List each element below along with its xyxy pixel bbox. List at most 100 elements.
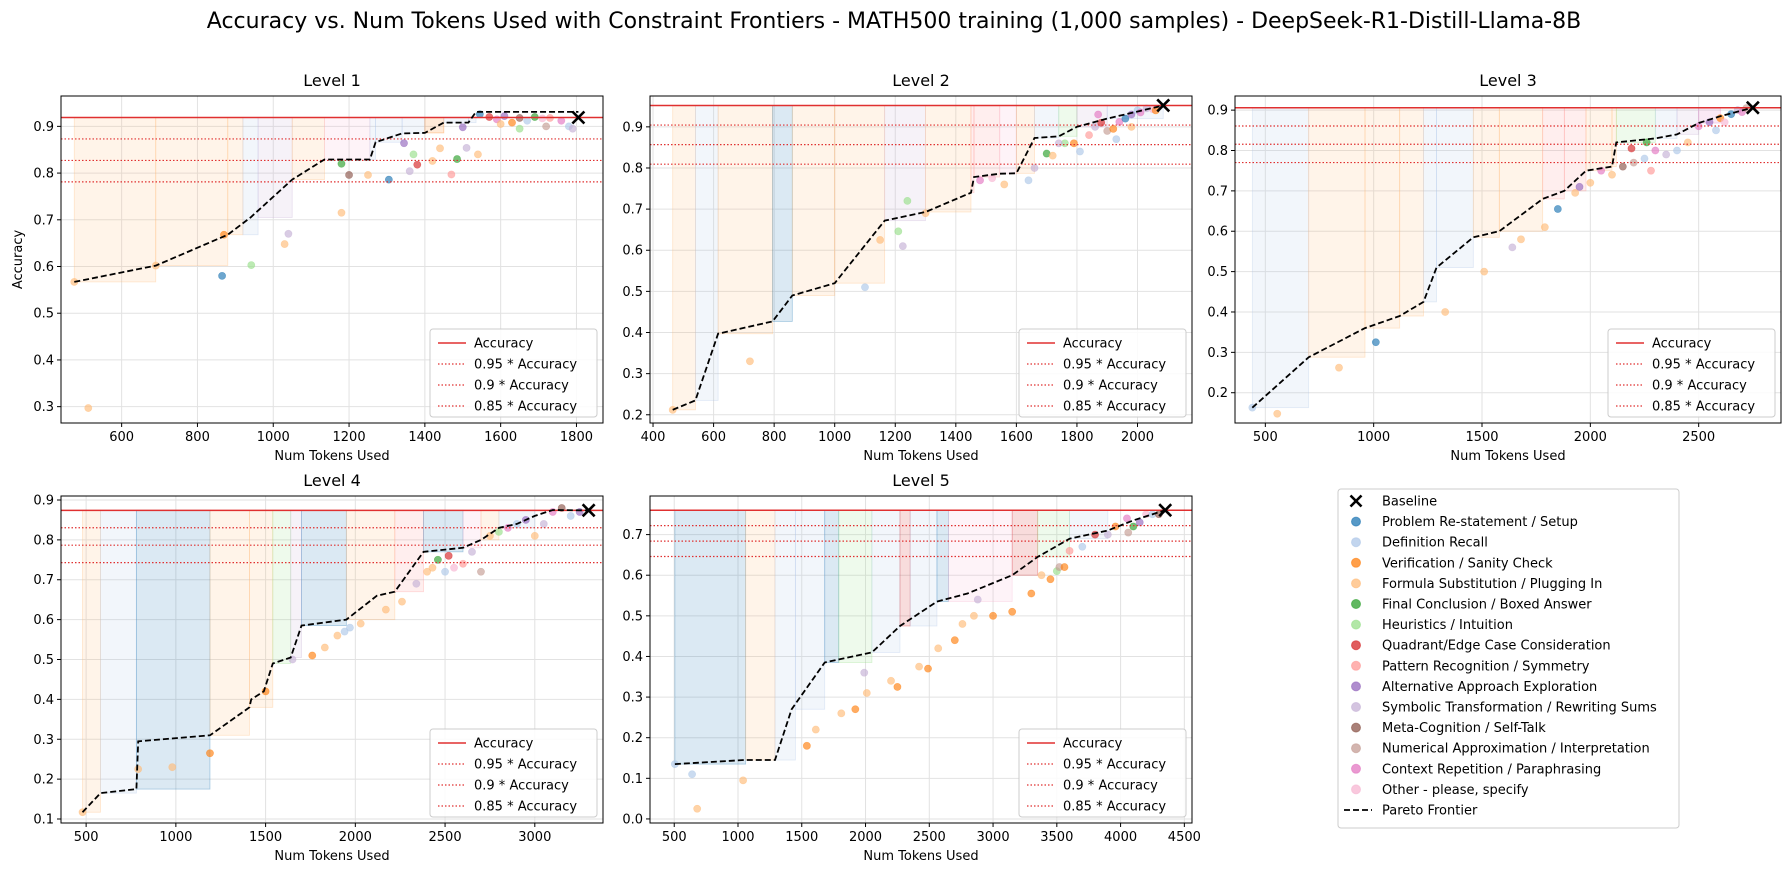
y-tick-label: 0.7 (622, 528, 643, 543)
baseline-marker (571, 110, 586, 125)
axes-frame (1234, 95, 1782, 424)
frontier-band (100, 509, 137, 794)
y-tick-label: 0.4 (622, 326, 643, 341)
x-tick-label: 1000 (159, 830, 192, 845)
data-point (320, 643, 329, 652)
legend-category-marker (1351, 640, 1361, 651)
accuracy-legend-label: 0.85 * Accuracy (1063, 400, 1166, 415)
frontier-band (909, 509, 938, 627)
data-point (1627, 144, 1636, 153)
legend-category-label: Definition Recall (1382, 536, 1488, 551)
data-point (958, 620, 967, 628)
data-point (1662, 150, 1671, 159)
frontier-band (1436, 107, 1474, 268)
legend-category-marker (1351, 722, 1361, 733)
plot-content (650, 503, 1192, 813)
x-tick-label: 1500 (249, 830, 282, 845)
data-point (861, 283, 869, 292)
data-point (441, 567, 449, 576)
data-point (898, 242, 907, 251)
frontier-band (462, 509, 482, 549)
data-point (1078, 542, 1087, 551)
data-point (542, 122, 551, 131)
frontier-band (970, 105, 975, 194)
data-point (1000, 180, 1009, 189)
data-point (337, 208, 346, 217)
frontier-band (824, 509, 840, 663)
data-point (1065, 546, 1074, 555)
frontier-band (1563, 107, 1587, 192)
frontier-band (249, 509, 274, 708)
data-point (468, 547, 476, 556)
data-point (934, 644, 943, 653)
y-tick-label: 0.7 (622, 203, 643, 218)
legend-category-marker (1351, 660, 1361, 671)
data-point (500, 112, 509, 120)
x-tick-label: 2500 (1682, 430, 1715, 445)
y-tick-label: 0.9 (622, 120, 643, 135)
data-point (423, 567, 432, 576)
y-tick-label: 0.6 (33, 613, 54, 628)
x-tick-label: 1400 (408, 430, 441, 445)
frontier-band (774, 509, 796, 761)
frontier-band (1251, 107, 1310, 409)
frontier-band (695, 105, 719, 401)
accuracy-legend-label: 0.85 * Accuracy (1652, 400, 1755, 415)
legend-category-marker (1351, 702, 1361, 712)
y-tick-label: 0.4 (1207, 305, 1228, 320)
baseline-x-stroke (1156, 98, 1171, 113)
axes-frame (649, 495, 1193, 824)
data-point (739, 776, 747, 785)
data-point (412, 579, 421, 588)
data-point (364, 171, 372, 179)
y-tick-label: 0.3 (33, 733, 54, 748)
y-tick-label: 0.5 (622, 609, 643, 624)
data-point (876, 236, 885, 244)
data-point (988, 174, 997, 183)
y-tick-label: 0.3 (622, 691, 643, 706)
x-axis-label: Num Tokens Used (1450, 449, 1565, 464)
pareto-frontier-line (674, 509, 1166, 765)
frontier-band (717, 105, 774, 335)
y-tick-label: 0.2 (33, 773, 54, 788)
data-point (400, 139, 408, 148)
data-point (1076, 147, 1084, 156)
legend-category-label: Problem Re-statement / Setup (1382, 515, 1578, 530)
data-point (428, 563, 437, 572)
baseline-marker (1156, 98, 1171, 113)
accuracy-legend-label: Accuracy (1063, 737, 1123, 752)
baseline-x-stroke (1349, 494, 1363, 508)
data-point (1123, 514, 1131, 523)
data-point (453, 155, 461, 163)
legend-category-label: Symbolic Transformation / Rewriting Sums (1382, 701, 1657, 716)
legend-box (1337, 488, 1680, 829)
data-point (444, 551, 453, 560)
plot-content (650, 98, 1192, 414)
frontier-band (999, 105, 1017, 175)
frontier-band (936, 509, 949, 603)
data-point (1127, 122, 1136, 131)
y-tick-label: 0.8 (622, 161, 643, 176)
frontier-band (794, 509, 826, 710)
legend-category-marker (1351, 599, 1361, 609)
data-point (1441, 308, 1450, 316)
frontier-band (290, 509, 302, 658)
x-tick-label: 1000 (818, 430, 851, 445)
accuracy-legend-box (1607, 328, 1776, 418)
frontier-band (345, 509, 396, 621)
baseline-marker (1745, 100, 1760, 115)
y-tick-label: 0.5 (1207, 265, 1228, 280)
data-point (308, 651, 317, 660)
frontier-band (401, 117, 426, 134)
frontier-band (155, 117, 229, 266)
data-point (989, 611, 997, 620)
legend-category-label: Other - please, specify (1382, 783, 1529, 798)
x-tick-label: 4500 (1168, 830, 1201, 845)
y-tick-label: 0.4 (33, 693, 54, 708)
data-point (566, 512, 575, 520)
data-point (1070, 139, 1078, 148)
data-point (1629, 158, 1638, 167)
x-tick-label: 800 (185, 430, 210, 445)
x-tick-label: 2500 (429, 830, 462, 845)
data-point (433, 555, 442, 564)
